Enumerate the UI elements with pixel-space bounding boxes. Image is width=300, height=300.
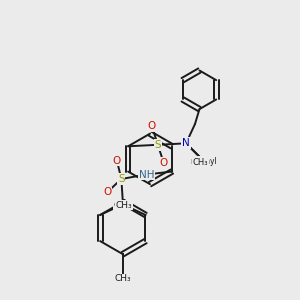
Text: S: S xyxy=(154,140,161,150)
Text: CH₃: CH₃ xyxy=(193,158,208,166)
Text: methyl: methyl xyxy=(190,157,218,166)
Text: N: N xyxy=(182,138,190,148)
Text: methyl: methyl xyxy=(190,157,217,166)
Text: O: O xyxy=(148,122,156,131)
Text: O: O xyxy=(160,158,168,168)
Text: O: O xyxy=(113,156,121,166)
Text: methyl: methyl xyxy=(200,161,204,163)
Text: CH₃: CH₃ xyxy=(116,201,132,210)
Text: O: O xyxy=(103,188,111,197)
Text: NH: NH xyxy=(139,169,154,179)
Text: CH₃: CH₃ xyxy=(115,274,131,283)
Text: CH₃: CH₃ xyxy=(113,201,130,210)
Text: S: S xyxy=(118,174,125,184)
